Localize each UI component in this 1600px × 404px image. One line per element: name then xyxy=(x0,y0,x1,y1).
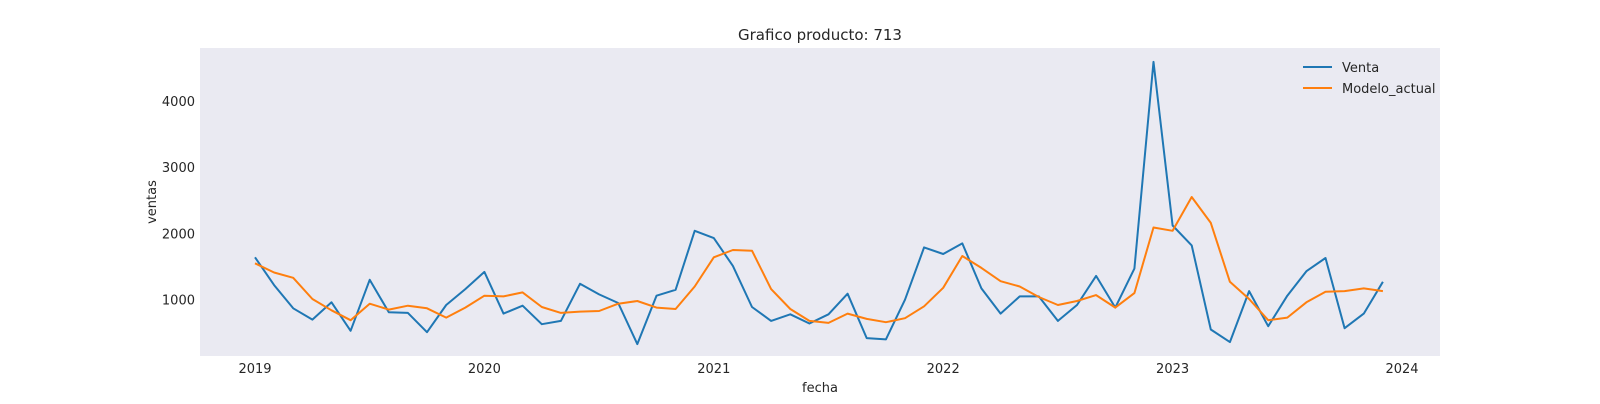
chart-title: Grafico producto: 713 xyxy=(738,26,902,44)
series-line-venta xyxy=(254,60,1384,346)
series-line-modelo-actual xyxy=(254,196,1384,324)
legend: Venta Modelo_actual xyxy=(1303,61,1436,97)
y-tick-label: 4000 xyxy=(162,95,195,110)
x-tick-label: 2024 xyxy=(1385,362,1418,377)
y-tick-label: 3000 xyxy=(162,161,195,176)
x-tick-label: 2022 xyxy=(927,362,960,377)
x-tick-label: 2019 xyxy=(238,362,271,377)
x-axis-label: fecha xyxy=(802,381,838,396)
x-tick-label: 2020 xyxy=(468,362,501,377)
y-tick-labels: 1000 2000 3000 4000 xyxy=(162,95,195,309)
legend-label: Venta xyxy=(1342,61,1379,76)
y-axis-label: ventas xyxy=(145,180,160,224)
series-layer xyxy=(254,60,1384,346)
legend-label: Modelo_actual xyxy=(1342,82,1436,97)
plot-area xyxy=(200,48,1440,356)
x-tick-label: 2023 xyxy=(1156,362,1189,377)
x-tick-labels: 2019 2020 2021 2022 2023 2024 xyxy=(238,362,1418,377)
x-tick-label: 2021 xyxy=(697,362,730,377)
y-tick-label: 2000 xyxy=(162,227,195,242)
y-tick-label: 1000 xyxy=(162,294,195,309)
